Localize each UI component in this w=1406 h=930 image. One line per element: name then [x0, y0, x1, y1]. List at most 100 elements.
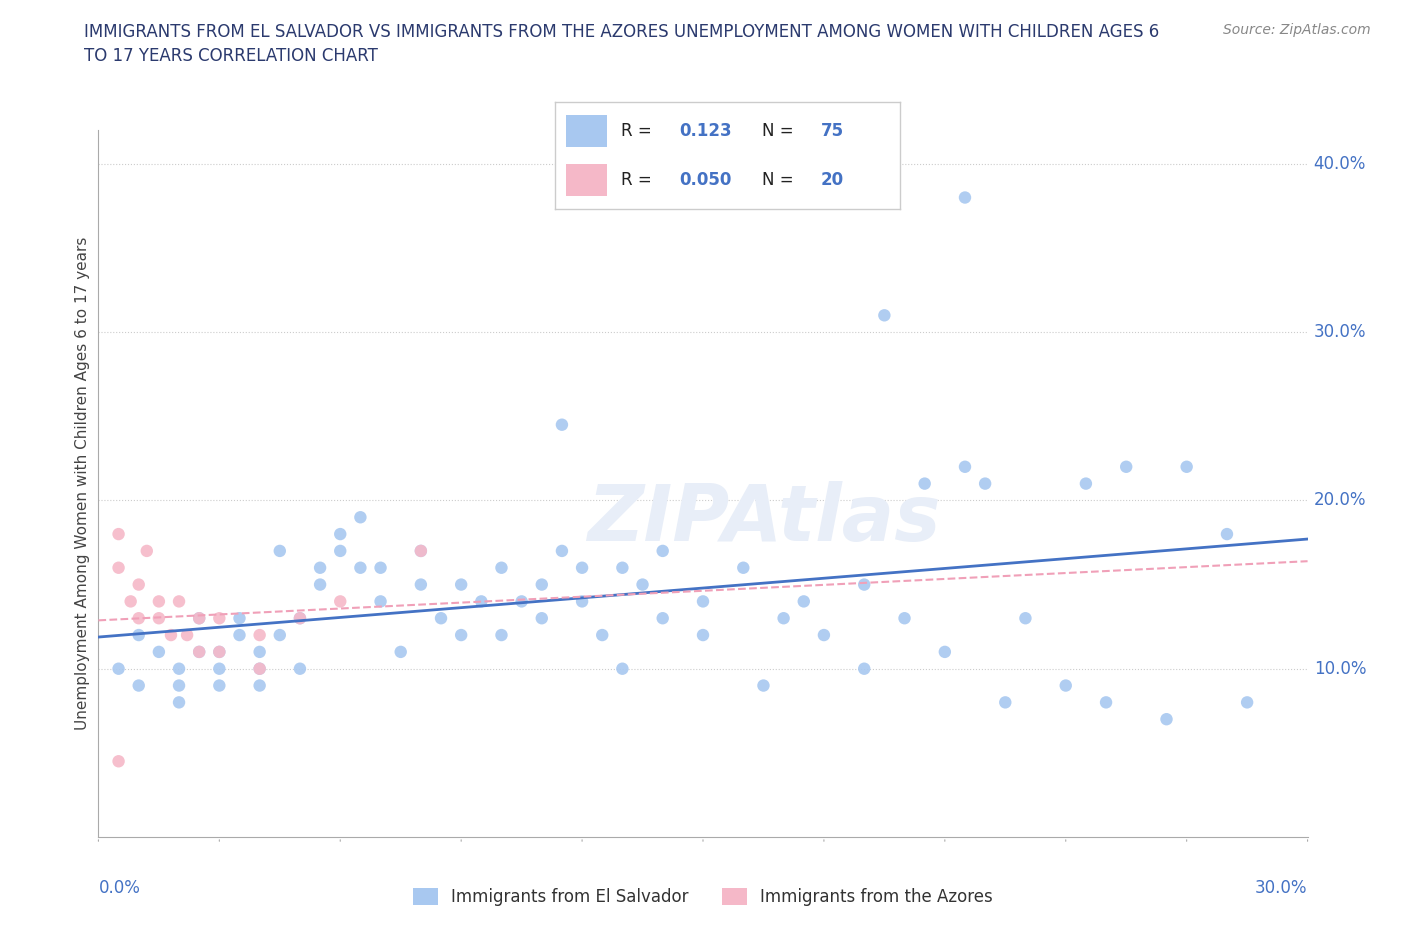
Point — [309, 578, 332, 592]
Bar — [565, 165, 607, 196]
Point — [793, 594, 815, 609]
Point — [228, 611, 250, 626]
Point — [450, 628, 472, 643]
Point — [551, 418, 574, 432]
Point — [128, 611, 150, 626]
Point — [409, 578, 432, 592]
Point — [752, 678, 775, 693]
Point — [128, 578, 150, 592]
Text: 10.0%: 10.0% — [1313, 659, 1367, 678]
Point — [329, 543, 352, 558]
Point — [269, 628, 291, 643]
Text: N =: N = — [762, 122, 793, 140]
Point — [167, 678, 190, 693]
Point — [208, 678, 231, 693]
Point — [160, 628, 183, 643]
Point — [914, 476, 936, 491]
Point — [208, 611, 231, 626]
Point — [651, 543, 673, 558]
Point — [128, 628, 150, 643]
Text: 0.123: 0.123 — [679, 122, 733, 140]
Point — [470, 594, 492, 609]
Point — [107, 754, 129, 769]
Point — [1095, 695, 1118, 710]
Point — [612, 661, 634, 676]
Text: 20: 20 — [821, 171, 844, 190]
Point — [733, 560, 755, 575]
Point — [651, 611, 673, 626]
Text: IMMIGRANTS FROM EL SALVADOR VS IMMIGRANTS FROM THE AZORES UNEMPLOYMENT AMONG WOM: IMMIGRANTS FROM EL SALVADOR VS IMMIGRANT… — [84, 23, 1160, 65]
Text: 75: 75 — [821, 122, 844, 140]
Point — [288, 661, 311, 676]
Point — [128, 678, 150, 693]
Point — [692, 594, 714, 609]
Point — [349, 510, 371, 525]
Point — [1216, 526, 1239, 541]
Point — [893, 611, 915, 626]
Point — [1115, 459, 1137, 474]
Point — [1236, 695, 1258, 710]
Point — [692, 628, 714, 643]
Point — [107, 560, 129, 575]
Point — [288, 611, 311, 626]
Point — [551, 543, 574, 558]
Point — [409, 543, 432, 558]
Point — [370, 594, 392, 609]
Point — [176, 628, 198, 643]
Y-axis label: Unemployment Among Women with Children Ages 6 to 17 years: Unemployment Among Women with Children A… — [75, 237, 90, 730]
Text: Source: ZipAtlas.com: Source: ZipAtlas.com — [1223, 23, 1371, 37]
Point — [450, 578, 472, 592]
Point — [994, 695, 1017, 710]
Point — [288, 611, 311, 626]
Point — [167, 661, 190, 676]
Point — [530, 578, 553, 592]
Point — [1074, 476, 1097, 491]
Point — [329, 526, 352, 541]
Point — [148, 611, 170, 626]
Point — [1054, 678, 1077, 693]
Point — [953, 190, 976, 205]
Point — [188, 644, 211, 659]
Point — [249, 644, 271, 659]
Point — [188, 611, 211, 626]
Point — [228, 628, 250, 643]
Point — [249, 661, 271, 676]
Point — [430, 611, 453, 626]
Point — [208, 661, 231, 676]
Text: 20.0%: 20.0% — [1313, 491, 1367, 510]
Point — [631, 578, 654, 592]
Point — [370, 560, 392, 575]
Text: R =: R = — [621, 122, 651, 140]
Point — [107, 526, 129, 541]
Point — [491, 560, 513, 575]
Point — [974, 476, 997, 491]
Point — [167, 695, 190, 710]
Point — [510, 594, 533, 609]
Point — [249, 678, 271, 693]
Point — [409, 543, 432, 558]
Point — [389, 644, 412, 659]
Point — [107, 661, 129, 676]
Point — [188, 611, 211, 626]
Point — [188, 644, 211, 659]
Point — [853, 661, 876, 676]
Point — [934, 644, 956, 659]
Point — [591, 628, 613, 643]
Legend: Immigrants from El Salvador, Immigrants from the Azores: Immigrants from El Salvador, Immigrants … — [406, 881, 1000, 912]
Bar — [565, 115, 607, 147]
Point — [853, 578, 876, 592]
Point — [1014, 611, 1036, 626]
Text: 0.050: 0.050 — [679, 171, 731, 190]
Point — [208, 644, 231, 659]
Point — [309, 560, 332, 575]
Point — [1156, 711, 1178, 726]
Point — [571, 560, 593, 575]
Point — [269, 543, 291, 558]
Text: ZIPAtlas: ZIPAtlas — [586, 481, 941, 557]
Point — [772, 611, 794, 626]
Text: N =: N = — [762, 171, 793, 190]
Point — [249, 628, 271, 643]
Point — [612, 560, 634, 575]
Point — [571, 594, 593, 609]
Point — [873, 308, 896, 323]
